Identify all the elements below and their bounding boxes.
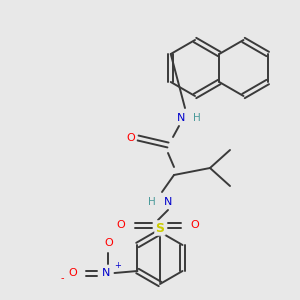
Text: S: S [155, 221, 164, 235]
Text: O: O [104, 238, 113, 248]
Text: O: O [68, 268, 77, 278]
Text: N: N [102, 268, 111, 278]
Text: O: O [127, 133, 135, 143]
Text: H: H [193, 113, 201, 123]
Text: O: O [117, 220, 125, 230]
Text: N: N [177, 113, 185, 123]
Text: H: H [148, 197, 156, 207]
Text: -: - [61, 273, 64, 283]
Text: +: + [114, 260, 121, 269]
Text: O: O [190, 220, 200, 230]
Text: N: N [164, 197, 172, 207]
